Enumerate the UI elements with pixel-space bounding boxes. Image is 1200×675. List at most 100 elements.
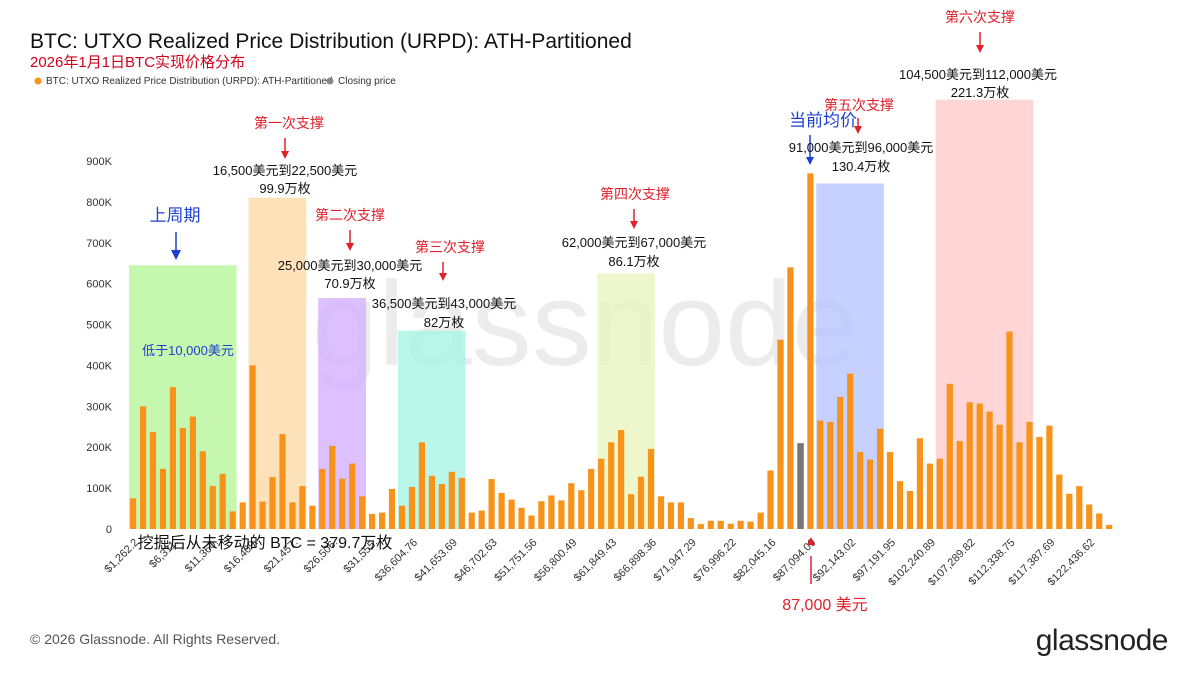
y-tick-label: 400K	[86, 360, 112, 372]
urpd-bar	[687, 518, 694, 529]
chart-title: BTC: UTXO Realized Price Distribution (U…	[30, 30, 632, 53]
support6-range: 104,500美元到112,000美元	[899, 67, 1057, 82]
urpd-bar	[159, 468, 167, 529]
support3-arrow-head	[439, 273, 447, 281]
urpd-bar	[478, 510, 485, 529]
urpd-bar	[767, 470, 774, 529]
support3-title: 第三次支撑	[415, 239, 485, 255]
urpd-bar	[488, 479, 495, 529]
urpd-bar	[369, 513, 376, 529]
urpd-bar	[936, 458, 943, 529]
urpd-bar	[1056, 474, 1063, 529]
copyright-footer: © 2026 Glassnode. All Rights Reserved.	[30, 631, 280, 647]
urpd-bar	[966, 402, 973, 529]
urpd-bar	[986, 411, 993, 529]
urpd-bar	[568, 483, 575, 529]
urpd-bar	[996, 424, 1003, 529]
urpd-bar	[528, 515, 535, 529]
support4-title: 第四次支撑	[600, 186, 670, 202]
urpd-bar	[548, 495, 555, 529]
urpd-bar	[827, 421, 834, 529]
urpd-bar	[299, 486, 306, 529]
support3-range: 36,500美元到43,000美元	[372, 296, 517, 311]
urpd-bar	[916, 438, 923, 529]
urpd-bar	[289, 502, 296, 529]
urpd-bar	[339, 478, 346, 529]
y-axis: 0 100K 200K 300K 400K 500K 600K 700K 800K 900K	[86, 156, 112, 536]
prev-cycle-label: 上周期	[150, 206, 201, 225]
urpd-bar	[1086, 504, 1093, 529]
urpd-bar	[588, 468, 595, 529]
support1-title: 第一次支撑	[254, 115, 324, 131]
highlight-range-5	[597, 273, 655, 529]
urpd-bar	[428, 475, 435, 529]
below-10k-label: 低于10,000美元	[142, 343, 234, 358]
legend-label-urpd: BTC: UTXO Realized Price Distribution (U…	[46, 76, 333, 87]
urpd-bar	[398, 505, 406, 529]
chart-subtitle: 2026年1月1日BTC实现价格分布	[30, 54, 245, 71]
urpd-bar	[1016, 442, 1023, 529]
urpd-bar	[229, 511, 236, 529]
support1-range: 16,500美元到22,500美元	[213, 163, 358, 178]
support4-amount: 86.1万枚	[608, 254, 659, 269]
urpd-bar	[418, 442, 425, 529]
urpd-bar	[787, 267, 794, 529]
urpd-bar	[1046, 425, 1053, 529]
price-87k-arrow-head	[807, 537, 815, 545]
urpd-bar	[667, 502, 674, 529]
urpd-bar	[189, 416, 196, 529]
urpd-bar	[408, 486, 416, 529]
urpd-bar	[498, 493, 505, 529]
support4-range: 62,000美元到67,000美元	[562, 235, 707, 250]
support3-amount: 82万枚	[424, 315, 464, 330]
y-tick-label: 600K	[86, 279, 112, 291]
urpd-bar	[269, 477, 276, 529]
y-tick-label: 100K	[86, 483, 112, 495]
support5-title: 第五次支撑	[824, 97, 894, 113]
support5-range: 91,000美元到96,000美元	[789, 140, 934, 155]
urpd-bar	[169, 387, 176, 529]
bars	[130, 173, 1113, 530]
support6-arrow-head	[976, 45, 984, 53]
urpd-bar	[458, 477, 465, 529]
urpd-bar	[896, 481, 904, 529]
closing-price-bar	[797, 443, 804, 529]
urpd-bar	[468, 512, 475, 529]
urpd-bar	[518, 507, 525, 529]
urpd-bar	[578, 490, 585, 529]
urpd-bar	[199, 451, 206, 529]
urpd-bar	[886, 452, 894, 529]
support5-amount: 130.4万枚	[832, 159, 891, 174]
legend: BTC: UTXO Realized Price Distribution (U…	[34, 76, 396, 87]
urpd-bar	[946, 383, 953, 529]
urpd-bar	[777, 339, 784, 529]
support2-arrow-head	[346, 243, 354, 251]
prev-cycle-arrow-head	[171, 250, 181, 260]
urpd-bar	[867, 459, 874, 529]
urpd-bar	[628, 494, 635, 529]
price-87k-label: 87,000 美元	[782, 596, 867, 614]
urpd-bar	[259, 501, 266, 529]
urpd-bar	[349, 463, 356, 529]
support5-arrow-head	[854, 126, 862, 134]
urpd-bar	[608, 442, 615, 529]
urpd-bar	[637, 476, 645, 529]
urpd-bar	[438, 484, 445, 529]
highlight-range-2	[248, 197, 307, 530]
urpd-bar	[359, 496, 366, 529]
urpd-bar	[329, 446, 336, 529]
y-tick-label: 300K	[86, 401, 112, 413]
urpd-bar	[926, 463, 933, 529]
urpd-bar	[538, 501, 545, 529]
urpd-bar	[209, 486, 216, 529]
urpd-bar	[727, 523, 734, 529]
urpd-bar	[249, 365, 256, 529]
urpd-bar	[877, 428, 884, 529]
urpd-bar	[757, 512, 764, 529]
y-tick-label: 0	[106, 524, 112, 536]
y-tick-label: 900K	[86, 156, 112, 168]
urpd-bar	[219, 473, 226, 529]
support6-title: 第六次支撑	[945, 9, 1015, 25]
annotations: 上周期 低于10,000美元 第一次支撑 16,500美元到22,500美元 9…	[138, 9, 1057, 614]
